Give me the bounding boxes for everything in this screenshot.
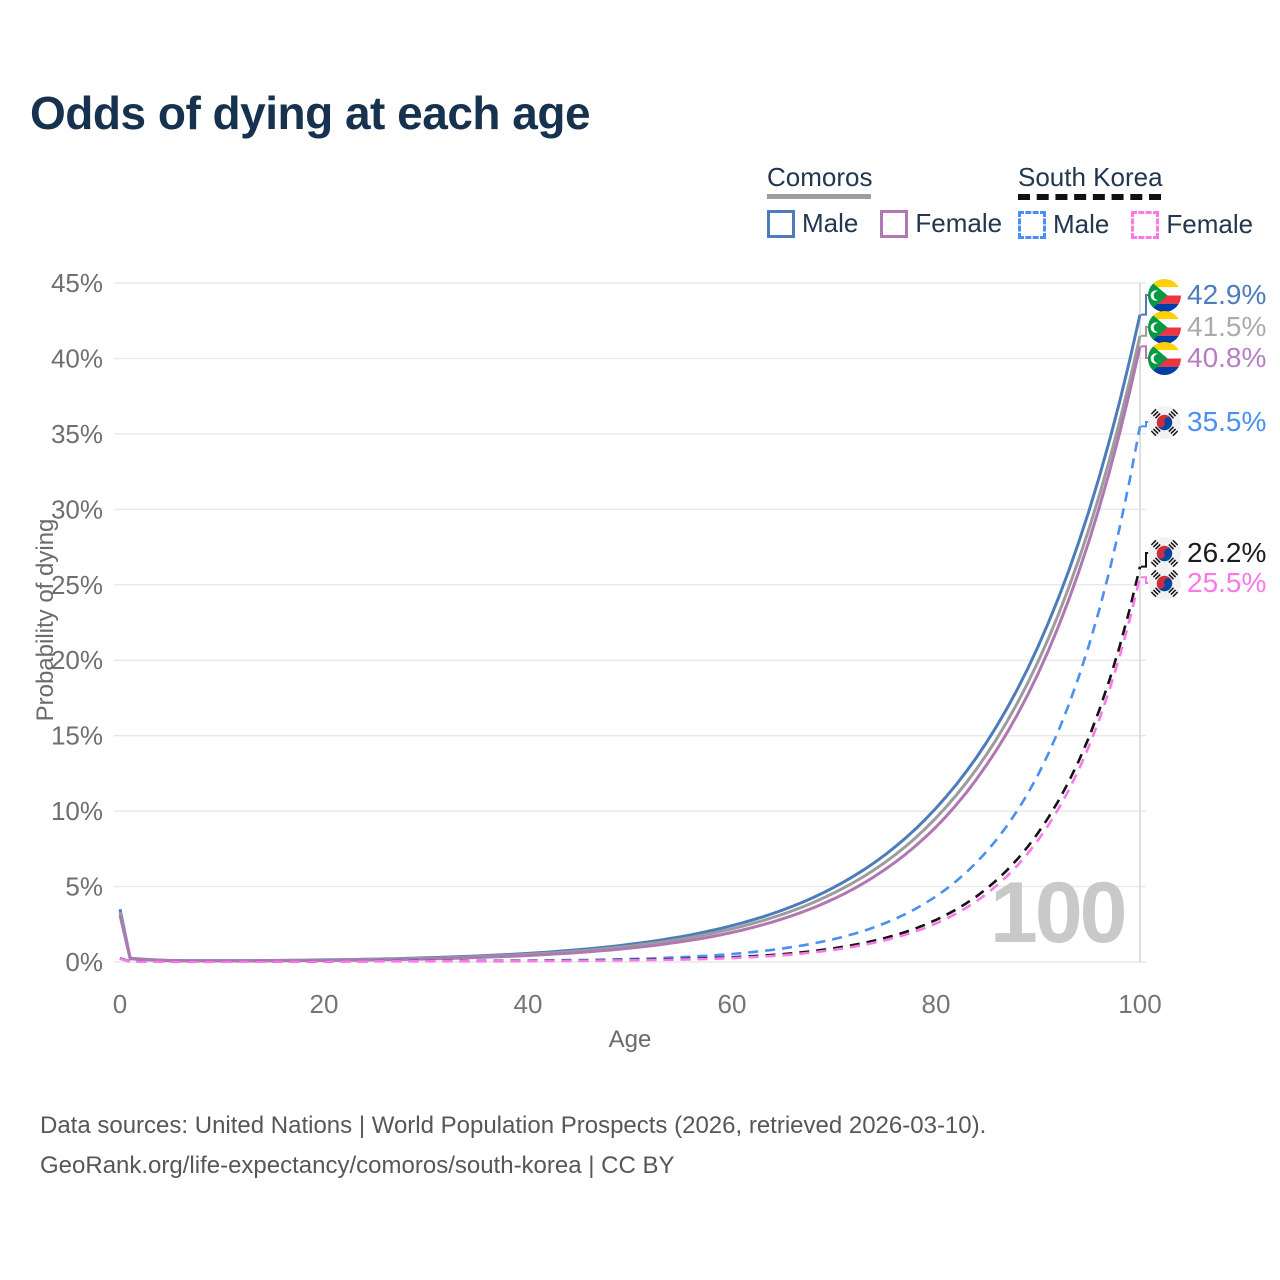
- y-tick-label-20: 20%: [51, 645, 103, 675]
- footer-attribution: GeoRank.org/life-expectancy/comoros/sout…: [40, 1152, 675, 1179]
- series-line-comoros-female: [118, 346, 1142, 963]
- legend-item-south-korea-male[interactable]: Male: [1018, 209, 1109, 240]
- y-tick-label-25: 25%: [51, 570, 103, 600]
- footer-data-sources: Data sources: United Nations | World Pop…: [40, 1112, 987, 1139]
- y-tick-label-15: 15%: [51, 721, 103, 751]
- y-axis-title: Probability of dying: [32, 518, 59, 722]
- legend-group-south-korea-name: South Korea: [1018, 162, 1163, 192]
- series-line-comoros-both-sexes: [118, 335, 1142, 963]
- x-tick-label-80: 80: [922, 989, 951, 1019]
- south-korea-flag-icon: [1148, 566, 1181, 600]
- x-tick-label-40: 40: [514, 989, 543, 1019]
- end-value-label: 41.5%: [1187, 311, 1267, 342]
- y-tick-label-45: 45%: [51, 268, 103, 298]
- end-label-comoros-both-sexes: 41.5%: [1148, 310, 1266, 344]
- comoros-flag-icon: [1148, 278, 1181, 312]
- legend-comoros-line-sample: [767, 194, 871, 199]
- legend-item-comoros-male[interactable]: Male: [767, 208, 858, 239]
- footer: Data sources: United Nations | World Pop…: [40, 1106, 986, 1186]
- end-label-south-korea-both-sexes: 26.2%: [1148, 536, 1266, 570]
- legend-label-south-korea-male: Male: [1053, 209, 1110, 239]
- comoros-flag-icon: [1148, 310, 1181, 344]
- legend-label-comoros-male: Male: [802, 208, 859, 238]
- legend-label-south-korea-female: Female: [1166, 209, 1254, 239]
- end-label-comoros-male: 42.9%: [1148, 278, 1266, 312]
- legend-group-comoros: Comoros Male Female: [767, 163, 1002, 239]
- y-tick-label-35: 35%: [51, 419, 103, 449]
- series-line-south-korea-female: [119, 576, 1142, 964]
- page-title: Odds of dying at each age: [30, 87, 591, 139]
- y-tick-label-10: 10%: [51, 796, 103, 826]
- x-tick-label-100: 100: [1118, 989, 1161, 1019]
- end-label-south-korea-male: 35.5%: [1148, 405, 1266, 439]
- end-value-label: 25.5%: [1187, 567, 1267, 598]
- y-tick-label-5: 5%: [65, 872, 103, 902]
- x-tick-label-20: 20: [310, 989, 339, 1019]
- series-line-comoros-male: [118, 314, 1142, 963]
- comoros-flag-icon: [1148, 341, 1181, 375]
- end-value-label: 35.5%: [1187, 406, 1267, 437]
- end-value-label: 40.8%: [1187, 342, 1267, 373]
- x-tick-label-0: 0: [113, 989, 127, 1019]
- legend-group-south-korea: South Korea Male Female: [1018, 163, 1253, 240]
- comoros-male-swatch-icon: [767, 209, 795, 238]
- x-axis-title: Age: [608, 1026, 652, 1053]
- legend-item-comoros-female[interactable]: Female: [880, 208, 1002, 239]
- y-tick-label-30: 30%: [51, 494, 103, 524]
- legend-group-comoros-name: Comoros: [767, 162, 873, 192]
- hover-age-watermark: 100: [990, 865, 1127, 961]
- series-line-south-korea-male: [119, 426, 1142, 964]
- legend-label-comoros-female: Female: [915, 208, 1003, 238]
- y-tick-label-40: 40%: [51, 343, 103, 373]
- end-value-label: 42.9%: [1187, 279, 1267, 310]
- end-value-label: 26.2%: [1187, 537, 1267, 568]
- south-korea-male-swatch-icon: [1018, 210, 1046, 239]
- legend-south-korea-line-sample: [1018, 194, 1161, 200]
- end-label-south-korea-female: 25.5%: [1148, 566, 1266, 600]
- y-tick-label-0: 0%: [65, 947, 103, 977]
- legend-item-south-korea-female[interactable]: Female: [1131, 209, 1253, 240]
- south-korea-flag-icon: [1148, 405, 1181, 439]
- comoros-female-swatch-icon: [880, 209, 909, 238]
- end-label-comoros-female: 40.8%: [1148, 341, 1266, 375]
- x-tick-label-60: 60: [718, 989, 747, 1019]
- south-korea-female-swatch-icon: [1131, 210, 1160, 239]
- south-korea-flag-icon: [1148, 536, 1181, 570]
